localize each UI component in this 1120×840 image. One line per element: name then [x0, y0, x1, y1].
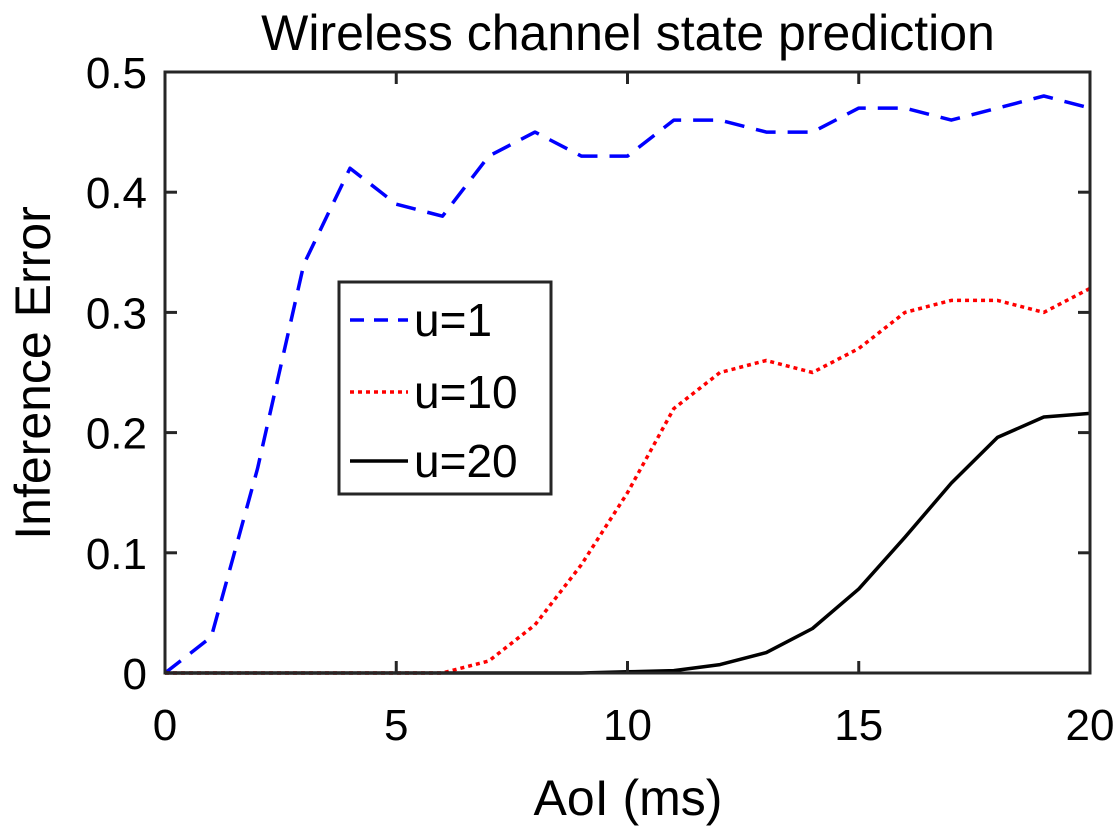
y-tick-label: 0.1 — [86, 530, 147, 579]
y-tick-label: 0.4 — [86, 169, 147, 218]
data-point-s1-14 — [811, 131, 814, 134]
data-point-s3-17 — [950, 482, 953, 485]
y-tick-label: 0 — [123, 650, 147, 699]
data-point-s3-18 — [996, 436, 999, 439]
data-point-s1-19 — [1042, 94, 1045, 97]
legend-label-2: u=10 — [414, 366, 518, 418]
data-point-s1-10 — [626, 155, 629, 158]
legend-label-3: u=20 — [414, 435, 518, 487]
y-axis-title: Inference Error — [5, 206, 61, 539]
data-point-s2-16 — [903, 311, 906, 314]
data-point-s1-3 — [302, 263, 305, 266]
plot-frame — [163, 70, 1092, 675]
y-tick-label: 0.5 — [86, 49, 147, 98]
data-point-s1-12 — [718, 119, 721, 122]
legend: u=1 u=10 u=20 — [337, 280, 553, 496]
y-tick-label: 0.3 — [86, 289, 147, 338]
series-layer — [163, 94, 1091, 675]
data-point-s1-7 — [487, 155, 490, 158]
data-point-s2-18 — [996, 299, 999, 302]
data-point-s1-13 — [765, 131, 768, 134]
data-point-s3-19 — [1042, 415, 1045, 418]
data-point-s3-16 — [903, 536, 906, 539]
data-point-s2-9 — [580, 563, 583, 566]
chart-title: Wireless channel state prediction — [261, 5, 995, 61]
data-point-s1-2 — [256, 467, 259, 470]
data-point-s2-10 — [626, 491, 629, 494]
data-point-s2-12 — [718, 371, 721, 374]
data-point-s1-16 — [903, 107, 906, 110]
data-point-s2-13 — [765, 359, 768, 362]
data-point-s3-13 — [765, 651, 768, 654]
data-point-s2-7 — [487, 659, 490, 662]
data-point-s1-8 — [533, 131, 536, 134]
data-point-s2-15 — [857, 347, 860, 350]
series-line-3 — [165, 411, 1091, 675]
legend-items: u=1 u=10 u=20 — [350, 294, 518, 487]
legend-box — [337, 280, 553, 496]
x-tick-label: 5 — [384, 701, 408, 750]
data-point-s3-15 — [857, 587, 860, 590]
x-tick-label: 15 — [834, 701, 883, 750]
data-point-s2-17 — [950, 299, 953, 302]
series-line-1 — [163, 94, 1091, 675]
data-point-s2-8 — [533, 623, 536, 626]
x-tick-label: 0 — [153, 701, 177, 750]
data-point-s1-5 — [395, 203, 398, 206]
y-tick-label: 0.2 — [86, 410, 147, 459]
data-point-s1-6 — [441, 215, 444, 218]
data-point-s1-15 — [857, 107, 860, 110]
data-point-s1-1 — [210, 635, 213, 638]
data-point-s3-12 — [718, 663, 721, 666]
data-point-s1-18 — [996, 107, 999, 110]
data-point-s2-14 — [811, 371, 814, 374]
data-point-s2-19 — [1042, 311, 1045, 314]
data-point-s1-9 — [580, 155, 583, 158]
x-tick-label: 10 — [603, 701, 652, 750]
ticks-layer: 0 5 10 15 20 0 0.1 0.2 0.3 0.4 0.5 — [86, 49, 1115, 750]
data-point-s1-11 — [672, 119, 675, 122]
data-point-s2-11 — [672, 407, 675, 410]
data-point-s3-14 — [811, 627, 814, 630]
x-axis-title: AoI (ms) — [534, 770, 723, 826]
legend-label-1: u=1 — [414, 294, 492, 346]
data-point-s1-4 — [348, 167, 351, 170]
x-tick-label: 20 — [1066, 701, 1115, 750]
data-point-s1-17 — [950, 119, 953, 122]
